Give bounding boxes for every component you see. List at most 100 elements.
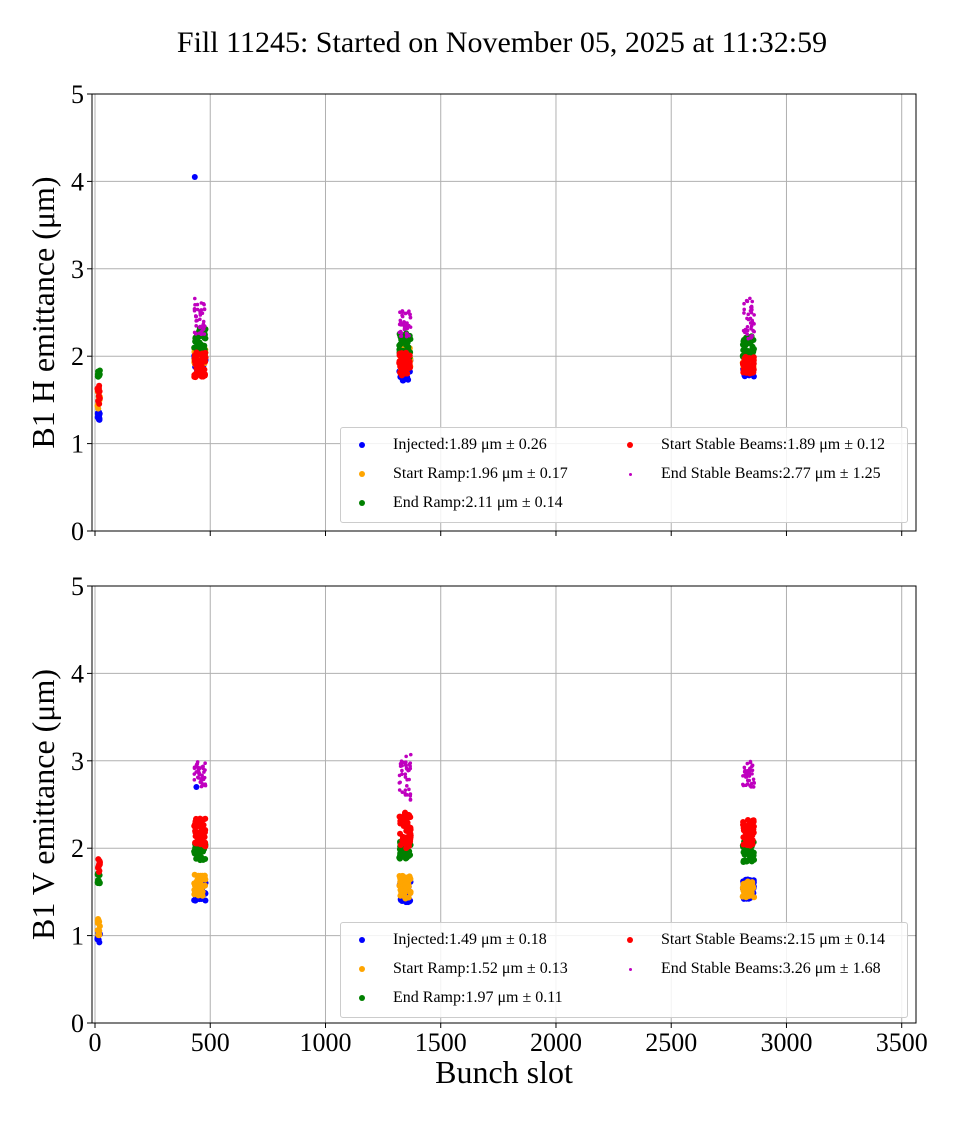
x-tick-label: 3000 bbox=[760, 1028, 812, 1057]
data-point bbox=[402, 320, 406, 324]
data-point bbox=[194, 319, 198, 323]
data-point bbox=[192, 765, 197, 770]
data-point bbox=[408, 325, 413, 329]
data-point bbox=[748, 365, 755, 372]
data-point bbox=[195, 775, 200, 780]
data-point bbox=[193, 784, 200, 791]
y-axis-label: B1 V emittance (μm) bbox=[25, 669, 61, 940]
data-point bbox=[400, 790, 405, 794]
x-tick-label: 500 bbox=[191, 1028, 230, 1057]
data-point bbox=[403, 791, 407, 796]
plot-panel-0: 0 1 2 3 4 5 B1 H emittance (μm) bbox=[25, 80, 917, 546]
data-point bbox=[749, 857, 756, 864]
data-point bbox=[402, 327, 407, 332]
data-point bbox=[96, 382, 103, 389]
legend-label: End Stable Beams:3.26 μm ± 1.68 bbox=[661, 960, 881, 977]
data-point bbox=[742, 363, 749, 370]
legend-marker-icon bbox=[359, 442, 365, 448]
data-point bbox=[400, 314, 405, 319]
x-axis-label: Bunch slot bbox=[435, 1054, 573, 1090]
data-point bbox=[403, 854, 410, 861]
data-point bbox=[193, 365, 200, 372]
data-point bbox=[201, 342, 208, 349]
data-point bbox=[745, 769, 750, 773]
data-point bbox=[194, 770, 199, 774]
data-point bbox=[745, 325, 750, 329]
data-point bbox=[742, 765, 747, 770]
data-point bbox=[407, 787, 411, 792]
data-point bbox=[746, 312, 751, 317]
data-point bbox=[95, 397, 102, 404]
data-point bbox=[741, 851, 748, 858]
data-point bbox=[749, 785, 753, 789]
legend-marker-icon bbox=[628, 472, 632, 476]
data-point bbox=[744, 298, 749, 303]
data-point bbox=[197, 331, 202, 336]
data-point bbox=[400, 310, 405, 314]
x-tick-label: 0 bbox=[88, 1028, 101, 1057]
data-point bbox=[742, 307, 747, 312]
data-point bbox=[94, 927, 101, 934]
y-tick-label: 5 bbox=[71, 572, 84, 601]
data-point bbox=[193, 303, 197, 307]
data-point bbox=[397, 788, 402, 792]
data-point bbox=[193, 332, 198, 336]
data-point bbox=[201, 834, 208, 841]
data-point bbox=[192, 335, 199, 342]
y-tick-label: 5 bbox=[71, 80, 84, 109]
data-point bbox=[404, 760, 408, 764]
data-point bbox=[745, 825, 752, 832]
data-point bbox=[96, 861, 103, 868]
data-point bbox=[399, 331, 404, 335]
data-point bbox=[192, 374, 199, 381]
series-start-ramp bbox=[94, 871, 758, 939]
data-point bbox=[407, 830, 414, 837]
data-point bbox=[200, 783, 205, 788]
data-point bbox=[400, 763, 404, 768]
data-point bbox=[202, 332, 207, 336]
data-point bbox=[399, 835, 406, 842]
data-point bbox=[195, 307, 200, 312]
data-point bbox=[191, 823, 198, 830]
legend-marker-icon bbox=[359, 471, 365, 477]
y-tick-label: 2 bbox=[71, 834, 84, 863]
data-point bbox=[743, 369, 750, 376]
data-point bbox=[196, 839, 203, 846]
data-point bbox=[405, 777, 409, 782]
data-point bbox=[405, 876, 412, 883]
data-point bbox=[194, 314, 198, 319]
data-point bbox=[746, 317, 751, 322]
data-point bbox=[201, 764, 205, 769]
data-point bbox=[201, 325, 206, 330]
data-point bbox=[398, 367, 405, 374]
data-point bbox=[742, 301, 746, 306]
data-point bbox=[198, 853, 205, 860]
x-tick-label: 2000 bbox=[530, 1028, 582, 1057]
data-point bbox=[752, 313, 756, 317]
data-point bbox=[398, 874, 405, 881]
axes-frame bbox=[91, 93, 917, 532]
data-point bbox=[197, 819, 204, 826]
y-tick-label: 3 bbox=[71, 747, 84, 776]
data-point bbox=[408, 794, 413, 798]
legend-marker-icon bbox=[359, 937, 365, 943]
x-tick-label: 1500 bbox=[415, 1028, 467, 1057]
data-point bbox=[751, 777, 756, 782]
data-point bbox=[404, 754, 408, 759]
data-point bbox=[745, 892, 752, 899]
data-point bbox=[192, 307, 197, 311]
data-point bbox=[400, 760, 405, 764]
data-point bbox=[741, 339, 748, 346]
data-point bbox=[198, 363, 205, 370]
data-point bbox=[408, 764, 412, 769]
data-point bbox=[198, 317, 202, 322]
y-tick-label: 0 bbox=[71, 517, 84, 546]
data-point bbox=[397, 773, 402, 778]
data-point bbox=[405, 332, 409, 336]
data-point bbox=[747, 774, 752, 778]
data-point bbox=[398, 780, 402, 785]
data-point bbox=[95, 869, 102, 876]
data-point bbox=[399, 353, 406, 360]
data-point bbox=[191, 891, 198, 898]
chart-title: Fill 11245: Started on November 05, 2025… bbox=[177, 26, 827, 59]
